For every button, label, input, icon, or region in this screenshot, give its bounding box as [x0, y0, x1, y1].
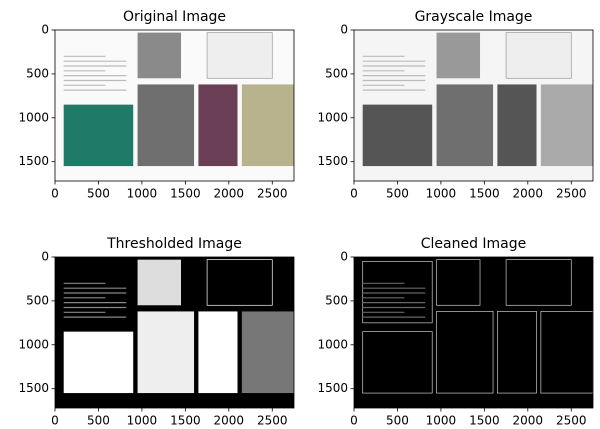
image-region: [241, 84, 294, 167]
x-tick-label: 1500: [170, 187, 201, 201]
subplot-title: Original Image: [123, 9, 226, 25]
x-tick-label: 1500: [469, 187, 500, 201]
y-tick-label: 1500: [18, 154, 49, 168]
y-tick-label: 1000: [317, 110, 348, 124]
y-tick-label: 1500: [18, 381, 49, 395]
x-tick-label: 500: [87, 414, 110, 428]
y-tick-label: 1500: [317, 381, 348, 395]
y-tick-label: 500: [325, 293, 348, 307]
y-tick-label: 0: [340, 23, 348, 37]
y-tick-label: 0: [41, 23, 49, 37]
image-region: [436, 311, 494, 394]
y-tick-label: 500: [26, 293, 49, 307]
image-region: [198, 84, 238, 167]
x-tick-label: 2500: [257, 414, 288, 428]
image-region: [206, 259, 273, 306]
axes-frame: [353, 256, 594, 409]
image-region: [540, 311, 594, 394]
y-tick-label: 1500: [317, 154, 348, 168]
image-region: [436, 84, 494, 167]
x-tick-label: 1500: [170, 414, 201, 428]
x-tick-label: 1000: [426, 187, 457, 201]
x-tick-label: 2500: [257, 187, 288, 201]
image-region: [436, 259, 481, 306]
image-region: [362, 104, 433, 167]
x-tick-label: 500: [386, 414, 409, 428]
image-region: [63, 104, 134, 167]
x-tick-label: 1000: [127, 414, 158, 428]
subplot-title: Thresholded Image: [106, 236, 242, 252]
image-region: [362, 261, 433, 324]
image-region: [497, 84, 537, 167]
image-region: [63, 331, 134, 394]
x-tick-label: 2000: [513, 187, 544, 201]
x-tick-label: 0: [51, 414, 59, 428]
x-tick-label: 1500: [469, 414, 500, 428]
image-region: [137, 259, 182, 306]
y-tick-label: 500: [325, 66, 348, 80]
y-tick-label: 0: [340, 250, 348, 264]
x-tick-label: 0: [51, 187, 59, 201]
x-tick-label: 2500: [556, 187, 587, 201]
image-region: [198, 311, 238, 394]
x-tick-label: 2000: [214, 414, 245, 428]
image-region: [137, 32, 182, 79]
y-tick-label: 0: [41, 250, 49, 264]
x-tick-label: 0: [350, 414, 358, 428]
image-region: [436, 32, 481, 79]
subplot-title: Grayscale Image: [415, 9, 533, 25]
x-tick-label: 2500: [556, 414, 587, 428]
x-tick-label: 500: [87, 187, 110, 201]
x-tick-label: 1000: [127, 187, 158, 201]
image-region: [137, 311, 195, 394]
image-region: [206, 32, 273, 79]
x-tick-label: 2000: [513, 414, 544, 428]
x-tick-label: 0: [350, 187, 358, 201]
image-region: [505, 259, 572, 306]
y-tick-label: 1000: [317, 337, 348, 351]
subplot-title: Cleaned Image: [421, 236, 527, 252]
x-tick-label: 2000: [214, 187, 245, 201]
axes-frame: [54, 256, 295, 409]
image-region: [362, 331, 433, 394]
image-region: [241, 311, 294, 394]
x-tick-label: 500: [386, 187, 409, 201]
x-tick-label: 1000: [426, 414, 457, 428]
y-tick-label: 1000: [18, 110, 49, 124]
y-tick-label: 500: [26, 66, 49, 80]
axes-frame: [54, 29, 295, 182]
image-region: [540, 84, 593, 167]
y-tick-label: 1000: [18, 337, 49, 351]
image-region: [497, 311, 537, 394]
image-region: [137, 84, 195, 167]
image-region: [505, 32, 572, 79]
axes-frame: [353, 29, 594, 182]
